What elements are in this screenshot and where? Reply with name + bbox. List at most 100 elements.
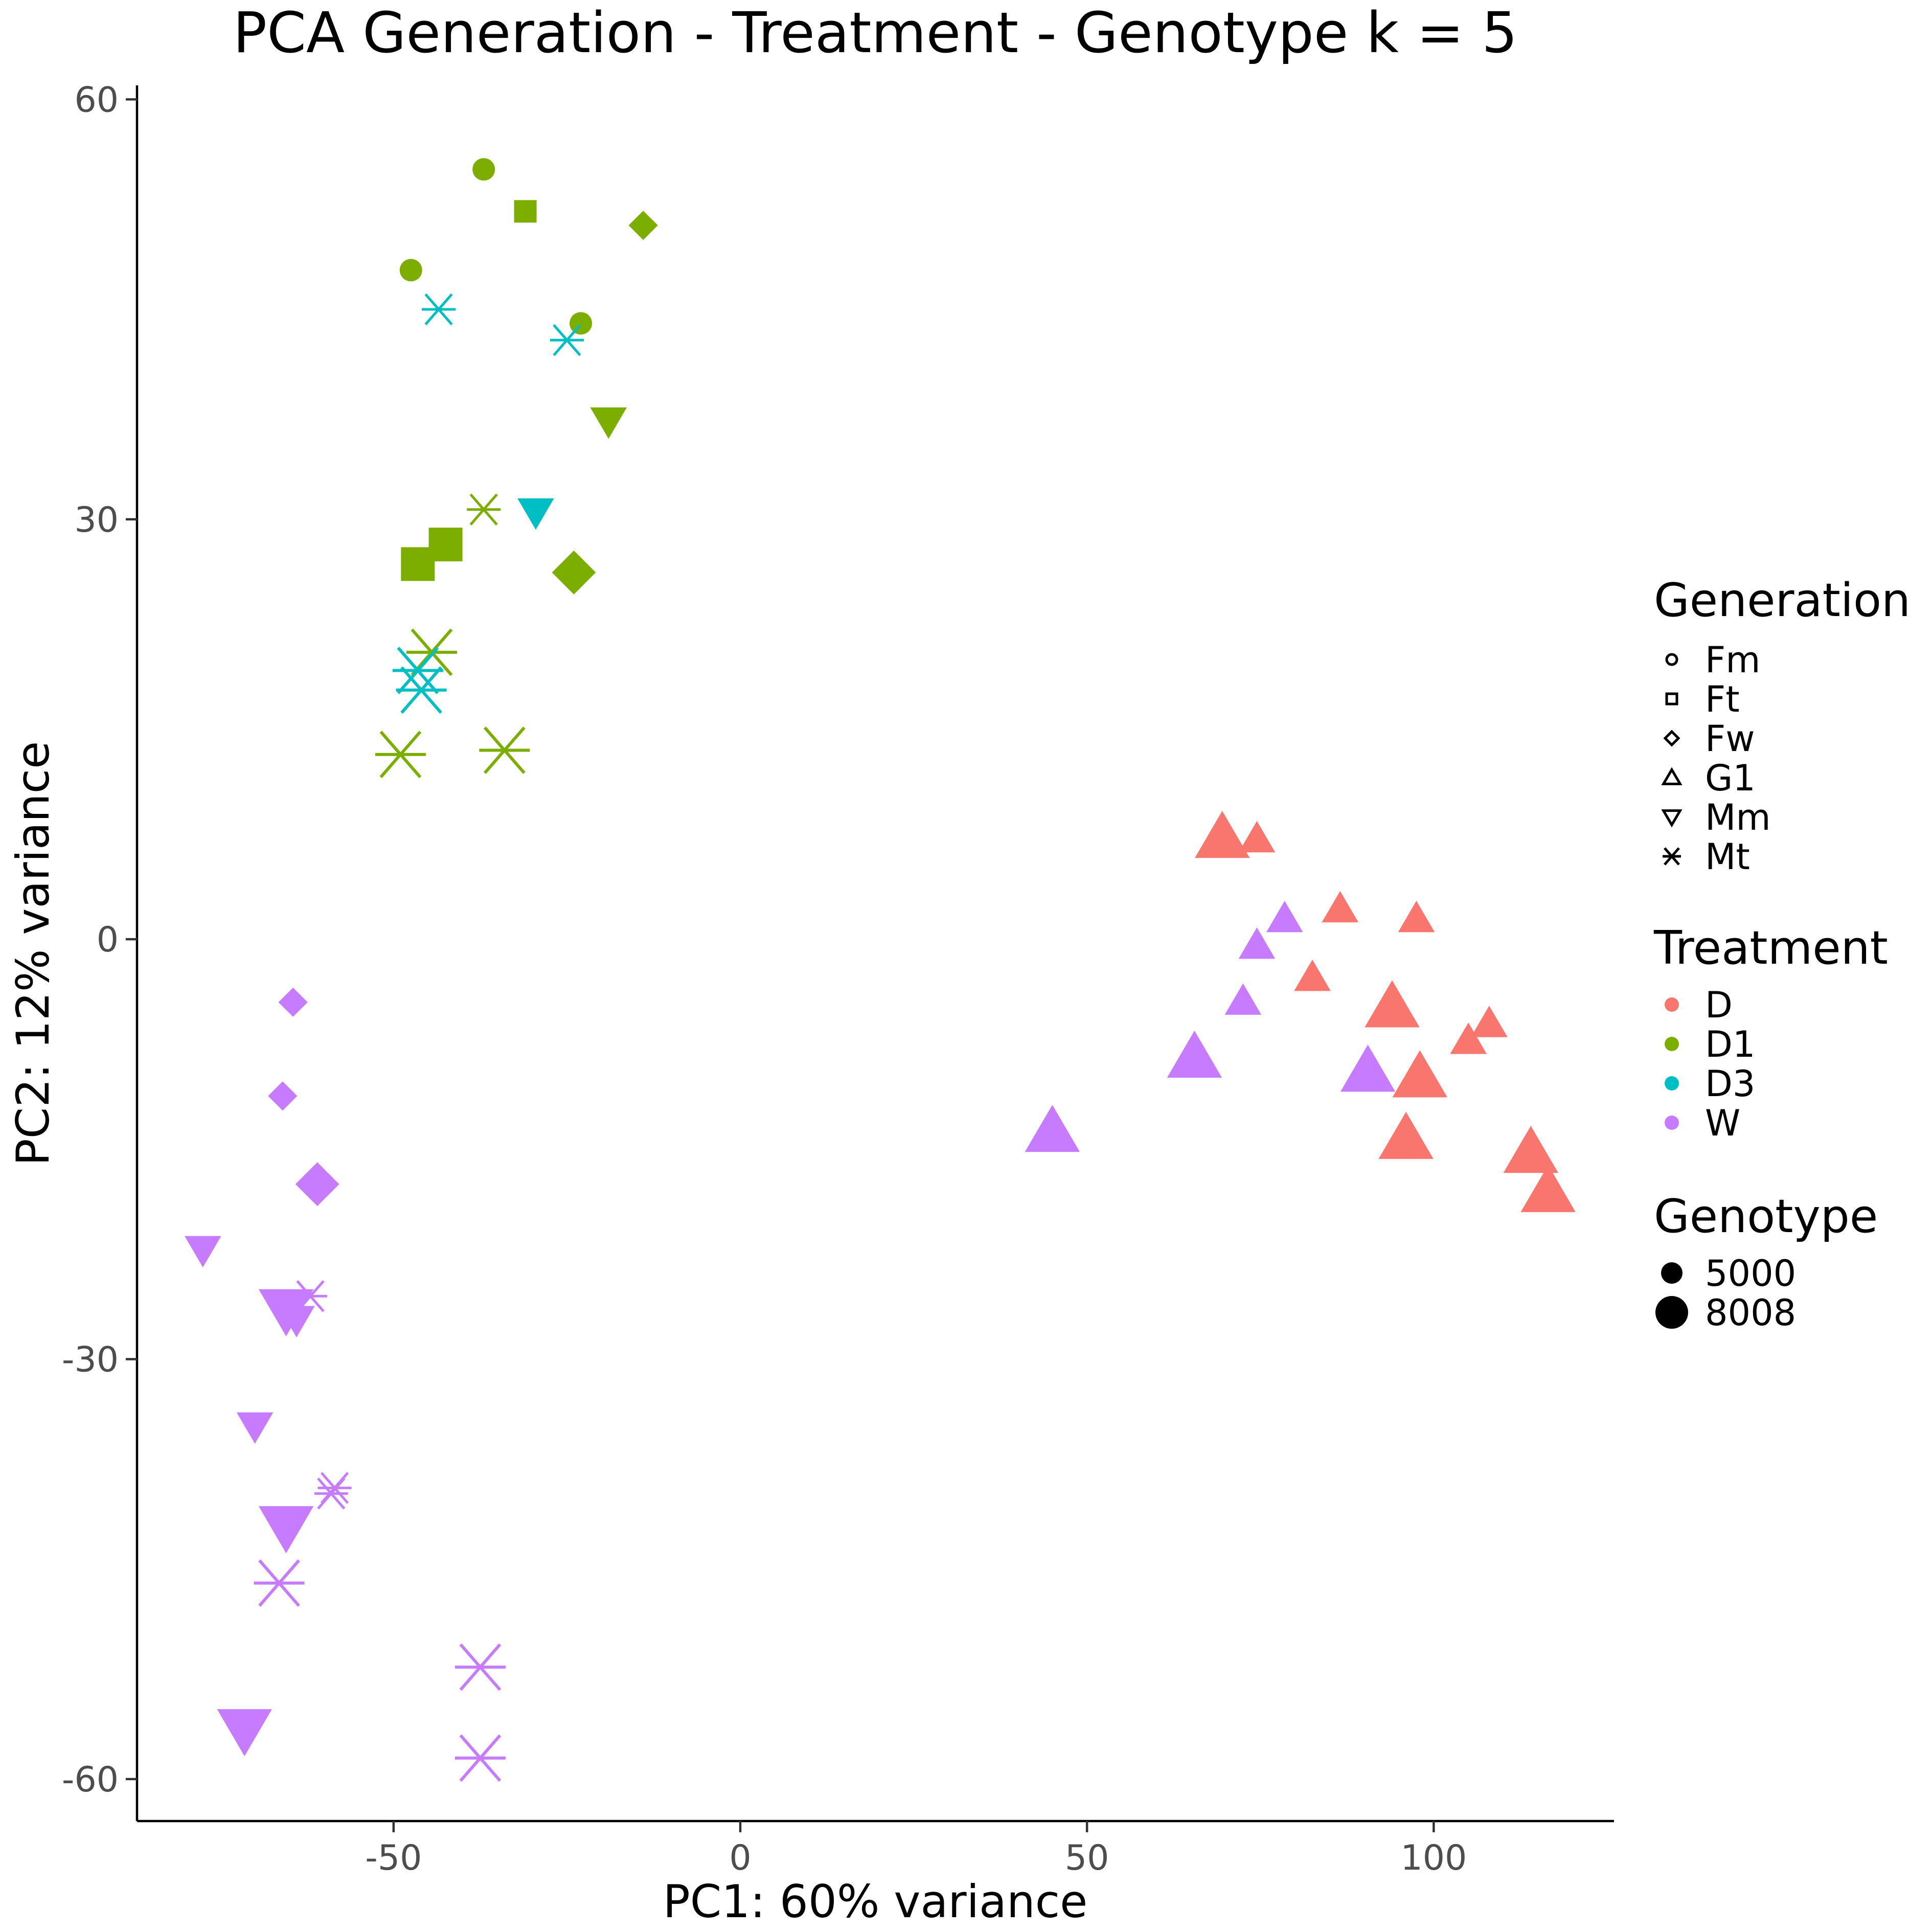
data-point [375, 731, 426, 779]
legend-treatment-item: D [1665, 984, 1733, 1026]
legend-color-swatch [1665, 1037, 1679, 1051]
legend-generation-label: Mt [1705, 836, 1750, 878]
x-tick-label: 0 [729, 1838, 751, 1878]
data-point [396, 666, 447, 714]
data-point [1450, 1022, 1487, 1054]
data-point [1322, 891, 1359, 923]
data-point [472, 158, 495, 181]
legend-shape-diamond [1663, 730, 1680, 747]
data-point [258, 1506, 314, 1554]
legend-generation-label: Mm [1705, 797, 1771, 838]
data-point [454, 1734, 506, 1782]
data-point [1398, 900, 1435, 933]
legend-generation-label: Fm [1705, 639, 1760, 681]
data-point [1365, 980, 1420, 1028]
legend-genotype-label: 5000 [1705, 1253, 1796, 1294]
data-point [236, 1412, 274, 1444]
data-point [392, 647, 443, 694]
data-point [1378, 1111, 1434, 1159]
legend-generation-item: Fm [1665, 639, 1760, 681]
data-point [517, 498, 554, 530]
data-point [590, 407, 627, 439]
legend-generation-title: Generation [1654, 574, 1911, 627]
data-point [570, 312, 593, 335]
data-point [295, 1162, 339, 1207]
y-axis-title: PC2: 12% variance [7, 741, 59, 1166]
legend-treatment-item: D1 [1665, 1024, 1755, 1065]
legend-shape-square [1665, 692, 1678, 706]
legend-color-swatch [1665, 1076, 1679, 1090]
data-point [467, 493, 501, 526]
y-tick-label: 60 [74, 80, 119, 120]
data-point [278, 1306, 315, 1337]
legend-treatment-label: D3 [1705, 1063, 1755, 1105]
legend-treatment-label: D [1705, 984, 1733, 1026]
data-point [1167, 1030, 1222, 1078]
chart-title: PCA Generation - Treatment - Genotype k … [233, 0, 1517, 65]
legend-size-key [1661, 1262, 1683, 1284]
legend-genotype-label: 8008 [1705, 1292, 1796, 1334]
y-tick-label: 30 [74, 500, 119, 540]
data-point [1471, 1006, 1508, 1037]
legend-shape-circle [1665, 653, 1678, 666]
data-point [1194, 811, 1250, 858]
data-point [552, 550, 596, 595]
legend-genotype-title: Genotype [1654, 1190, 1878, 1243]
legend-generation-item: Mm [1661, 797, 1771, 838]
legend-color-swatch [1665, 997, 1679, 1012]
legend-treatment-label: W [1705, 1102, 1740, 1144]
legend-treatment-item: W [1665, 1102, 1740, 1144]
data-point [1025, 1105, 1080, 1152]
legend-generation-label: Ft [1705, 678, 1740, 720]
legend-size-key [1655, 1296, 1688, 1329]
legend-generation-item: Ft [1665, 678, 1740, 720]
legend-generation-label: Fw [1705, 718, 1755, 760]
data-point [1266, 900, 1303, 933]
data-point [422, 293, 456, 326]
legend-treatment-title: Treatment [1653, 921, 1888, 975]
data-point [1392, 1050, 1447, 1098]
data-point [479, 726, 530, 774]
data-point [314, 1478, 348, 1510]
plot-points [185, 158, 1576, 1782]
y-tick-label: -60 [62, 1760, 119, 1800]
data-point [1224, 983, 1262, 1015]
data-point [1520, 1165, 1576, 1212]
legend-genotype-item: 8008 [1655, 1292, 1796, 1334]
legend-color-swatch [1665, 1116, 1679, 1130]
data-point [1340, 1044, 1396, 1092]
data-point [278, 987, 308, 1017]
data-point [454, 1643, 506, 1691]
legend-generation-item: Mt [1663, 836, 1750, 878]
x-tick-label: 50 [1065, 1838, 1109, 1878]
legend-shape-asterisk [1663, 847, 1681, 866]
data-point [254, 1559, 305, 1607]
legend-genotype-item: 5000 [1661, 1253, 1796, 1294]
x-tick-label: -50 [365, 1838, 422, 1878]
data-point [550, 324, 584, 356]
legend-shape-triangle-down [1661, 809, 1683, 828]
legend-generation-label: G1 [1705, 757, 1756, 799]
y-tick-label: 0 [97, 920, 119, 960]
data-point [1238, 821, 1276, 853]
legend-treatment-item: D3 [1665, 1063, 1755, 1105]
x-axis-ticks: -50 0 50 100 [365, 1821, 1467, 1878]
y-tick-label: -30 [62, 1339, 119, 1380]
data-point [1238, 927, 1276, 959]
data-point [1294, 959, 1331, 991]
data-point [217, 1709, 272, 1757]
data-point [268, 1081, 298, 1111]
data-point [399, 259, 422, 282]
data-point [428, 528, 463, 562]
y-axis-ticks: -60 -30 0 30 60 [62, 80, 137, 1800]
x-tick-label: 100 [1400, 1838, 1467, 1878]
legend-treatment-label: D1 [1705, 1024, 1755, 1065]
